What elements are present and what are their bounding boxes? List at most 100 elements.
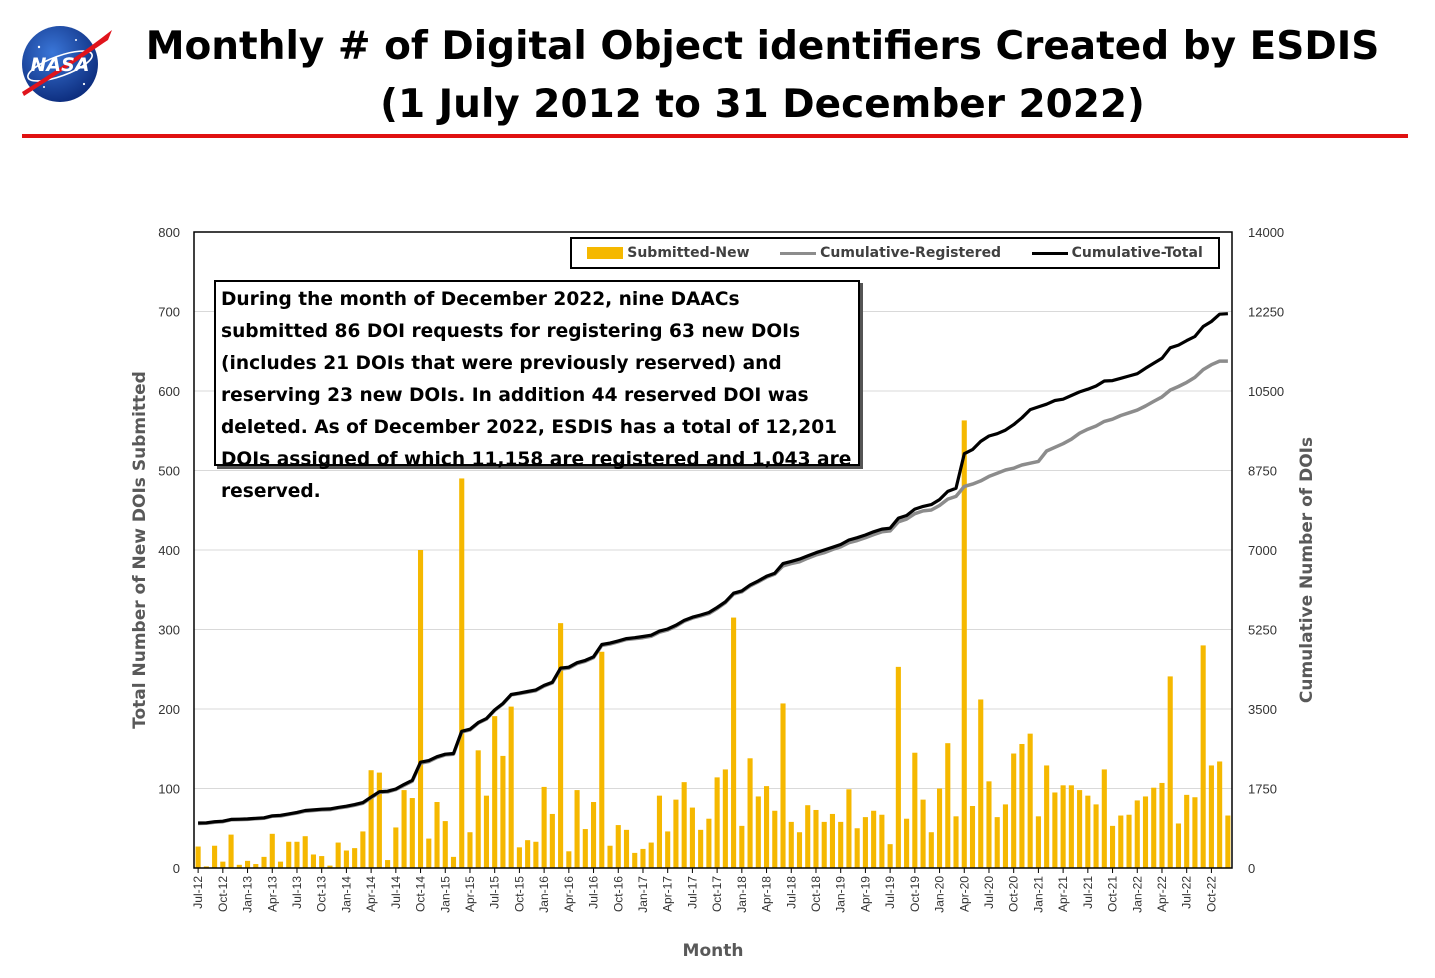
y-tick-right: 8750 [1248,464,1277,479]
bar-submitted-new [1101,769,1107,868]
bar-submitted-new [714,777,720,868]
bar-submitted-new [1068,785,1074,868]
x-tick-label: Apr-21 [1056,876,1070,912]
bar-submitted-new [483,795,490,868]
y-tick-left: 700 [158,305,180,320]
bar-submitted-new [244,860,251,868]
x-tick-label: Jul-17 [685,876,699,909]
y-tick-right: 1750 [1248,782,1277,797]
x-tick-label: Jan-18 [735,876,749,913]
bar-submitted-new [706,818,712,868]
bar-submitted-new [1200,645,1206,868]
bar-submitted-new [352,848,358,868]
legend-swatch-submitted [587,247,624,259]
bar-submitted-new [969,805,976,868]
chart-legend: Submitted-New Cumulative-Registered Cumu… [570,237,1220,269]
bar-submitted-new [936,788,943,868]
x-tick-label: Apr-17 [661,876,675,912]
bar-submitted-new [1085,795,1091,868]
bar-submitted-new [1002,804,1009,868]
x-tick-label: Oct-21 [1106,876,1120,912]
bar-submitted-new [566,851,572,868]
bar-submitted-new [558,623,564,868]
bar-submitted-new [393,827,399,868]
bar-submitted-new [549,813,555,868]
bar-submitted-new [508,706,514,868]
bar-submitted-new [854,828,860,868]
x-tick-label: Jan-16 [537,876,551,913]
bar-submitted-new [467,832,473,868]
bar-submitted-new [574,790,580,868]
y-tick-left: 100 [158,782,180,797]
bar-submitted-new [681,782,687,868]
bar-submitted-new [368,770,374,868]
bar-submitted-new [195,846,201,868]
bar-submitted-new [319,856,325,868]
y-tick-left: 300 [158,623,180,638]
bar-submitted-new [986,781,992,868]
x-tick-label: Apr-18 [760,876,774,912]
bar-submitted-new [582,829,588,868]
y-tick-right: 3500 [1248,702,1277,717]
bar-submitted-new [335,842,341,868]
bar-submitted-new [1175,823,1182,868]
bar-submitted-new [212,845,218,868]
y-axis-title-right: Cumulative Number of DOIs [1297,437,1317,703]
x-tick-label: Oct-13 [315,876,329,912]
bar-submitted-new [1052,792,1058,868]
bar-submitted-new [434,802,440,868]
bar-submitted-new [838,821,844,868]
bar-submitted-new [640,848,646,868]
bar-submitted-new [533,841,539,868]
bar-submitted-new [722,769,728,868]
y-tick-left: 600 [158,384,180,399]
x-tick-label: Jul-13 [290,876,304,909]
bar-submitted-new [516,847,522,868]
x-tick-label: Apr-14 [364,876,378,912]
bar-submitted-new [1167,676,1173,868]
x-tick-label: Jan-17 [636,876,650,913]
bar-submitted-new [1060,785,1066,868]
bar-submitted-new [912,752,918,868]
x-tick-label: Apr-22 [1155,876,1169,912]
legend-swatch-total [1031,251,1068,255]
bar-submitted-new [203,866,209,868]
line-cumulative-total [198,312,1228,825]
x-tick-label: Apr-19 [858,876,872,912]
x-tick-label: Jul-14 [389,876,403,909]
x-tick-label: Jul-20 [982,876,996,909]
bar-submitted-new [500,755,506,868]
nasa-logo: NASA [14,22,114,104]
legend-item-registered: Cumulative-Registered [780,245,1001,261]
x-tick-label: Jan-21 [1031,876,1045,913]
y-tick-right: 0 [1248,861,1255,876]
bar-submitted-new [780,703,786,868]
y-tick-right: 5250 [1248,623,1277,638]
x-tick-label: Jul-19 [883,876,897,909]
bar-submitted-new [1208,765,1214,868]
x-tick-label: Oct-19 [908,876,922,912]
bar-submitted-new [599,651,605,868]
bar-submitted-new [632,852,638,868]
bar-submitted-new [829,813,836,868]
bar-submitted-new [525,840,531,868]
bar-submitted-new [360,831,366,868]
bar-submitted-new [788,821,794,868]
bar-submitted-new [1044,765,1050,868]
bar-submitted-new [1126,814,1132,868]
bar-submitted-new [1109,825,1116,868]
bar-submitted-new [689,807,695,868]
x-tick-label: Oct-16 [611,876,625,912]
bar-submitted-new [459,478,465,868]
x-tick-label: Apr-20 [957,876,971,912]
x-tick-label: Jan-22 [1130,876,1144,913]
bar-submitted-new [805,805,811,868]
x-tick-label: Jan-14 [339,876,353,913]
plot-frame [193,231,1233,869]
bar-submitted-new [1035,816,1041,868]
bar-submitted-new [228,834,234,868]
x-tick-label: Jan-13 [241,876,255,913]
bar-submitted-new [607,845,613,868]
x-tick-label: Jul-21 [1081,876,1095,909]
bar-submitted-new [286,841,292,868]
